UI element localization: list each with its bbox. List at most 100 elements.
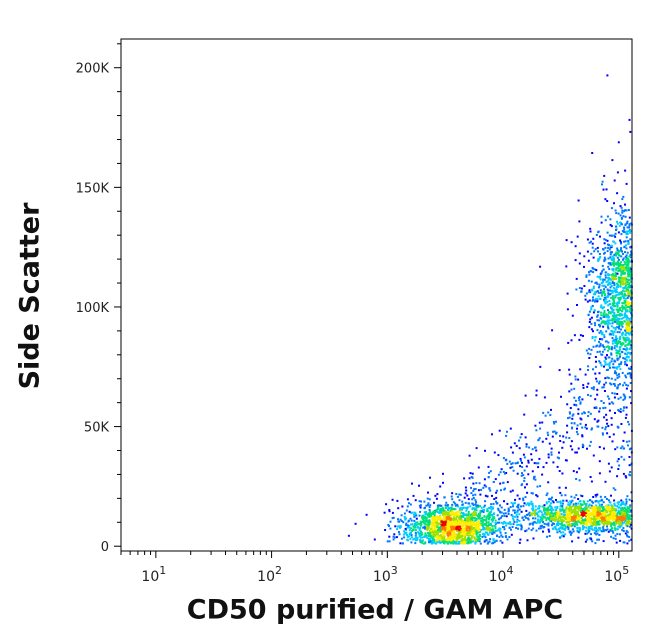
event-dot	[619, 205, 622, 208]
event-dot	[475, 526, 478, 529]
event-dot	[547, 512, 550, 515]
event-dot	[494, 526, 497, 529]
event-dot	[436, 511, 439, 513]
event-dot	[624, 334, 627, 337]
event-dot	[628, 342, 631, 345]
event-dot	[629, 275, 632, 278]
event-dot	[598, 283, 601, 286]
event-dot	[615, 522, 618, 525]
event-dot	[452, 512, 454, 515]
event-dot	[617, 265, 620, 267]
event-dot	[594, 523, 597, 526]
event-dot	[608, 519, 611, 522]
event-dot	[617, 342, 619, 345]
event-dot	[483, 519, 486, 521]
event-dot	[448, 536, 451, 539]
event-dot	[598, 410, 601, 413]
event-dot	[593, 507, 596, 510]
event-dot	[607, 315, 610, 318]
event-dot	[535, 494, 538, 497]
event-dot	[602, 523, 605, 525]
event-dot	[620, 344, 623, 347]
event-dot	[615, 352, 618, 355]
event-dot	[477, 489, 480, 492]
event-dot	[485, 485, 488, 488]
event-dot	[626, 534, 628, 537]
event-dot	[622, 252, 624, 255]
event-dot	[612, 508, 615, 511]
event-dot	[503, 528, 506, 531]
event-dot	[480, 506, 483, 509]
event-dot	[491, 529, 494, 532]
event-dot	[556, 507, 559, 510]
event-dot	[570, 382, 573, 385]
event-dot	[570, 511, 573, 514]
event-dot	[570, 517, 573, 520]
event-dot	[613, 282, 616, 284]
event-dot	[469, 541, 472, 544]
event-dot	[628, 223, 631, 226]
event-dot	[531, 523, 534, 526]
event-dot	[615, 288, 618, 291]
event-dot	[612, 276, 615, 279]
event-dot	[354, 522, 357, 525]
event-dot	[500, 521, 503, 524]
event-dot	[546, 535, 549, 538]
event-dot	[575, 511, 578, 514]
event-dot	[446, 513, 449, 516]
event-dot	[406, 538, 409, 541]
event-dot	[594, 542, 597, 545]
event-dot	[583, 514, 586, 517]
event-dot	[496, 521, 499, 524]
event-dot	[490, 506, 492, 508]
event-dot	[619, 307, 621, 310]
event-dot	[628, 508, 631, 511]
event-dot	[623, 320, 626, 323]
event-dot	[612, 514, 615, 517]
event-dot	[406, 498, 409, 501]
event-dot	[589, 518, 592, 521]
event-dot	[410, 523, 412, 526]
event-dot	[439, 485, 442, 488]
event-dot	[624, 515, 627, 518]
event-dot	[599, 289, 602, 292]
event-dot	[625, 318, 628, 321]
event-dot	[581, 528, 584, 531]
event-dot	[624, 337, 627, 340]
event-dot	[629, 130, 632, 133]
event-dot	[584, 506, 587, 509]
event-dot	[616, 267, 619, 270]
event-dot	[593, 518, 596, 521]
event-dot	[519, 523, 522, 526]
event-dot	[465, 489, 468, 492]
event-dot	[551, 329, 554, 332]
event-dot	[455, 541, 457, 544]
event-dot	[627, 242, 630, 245]
event-dot	[431, 515, 434, 518]
event-dot	[621, 342, 624, 345]
event-dot	[609, 283, 612, 286]
event-dot	[516, 505, 519, 508]
event-dot	[567, 501, 570, 504]
event-dot	[591, 507, 594, 510]
event-dot	[449, 535, 452, 538]
event-dot	[556, 510, 559, 513]
event-dot	[602, 528, 605, 531]
event-dot	[590, 480, 593, 483]
event-dot	[516, 472, 519, 475]
event-dot	[562, 519, 564, 522]
event-dot	[576, 523, 579, 526]
event-dot	[601, 333, 604, 336]
event-dot	[483, 484, 486, 487]
event-dot	[433, 534, 436, 537]
event-dot	[606, 231, 609, 234]
event-dot	[443, 531, 446, 534]
event-dot	[587, 369, 589, 371]
event-dot	[620, 274, 623, 277]
event-dot	[626, 525, 629, 528]
event-dot	[455, 539, 458, 542]
event-dot	[388, 535, 391, 538]
event-dot	[602, 292, 605, 295]
event-dot	[604, 322, 607, 325]
event-dot	[555, 524, 558, 527]
